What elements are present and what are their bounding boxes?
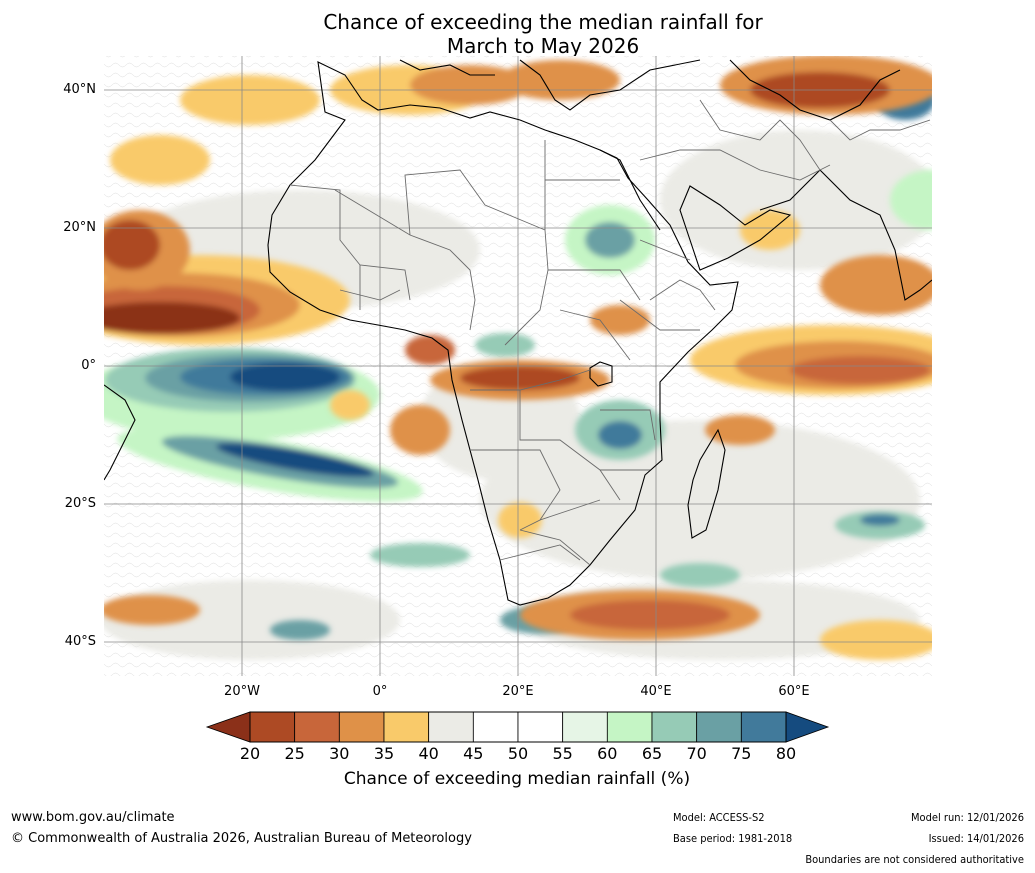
colorbar-upper-extend (785, 711, 830, 743)
colorbar-tick: 70 (686, 744, 707, 763)
lat-label-0: 0° (81, 358, 96, 373)
colorbar-tick: 55 (552, 744, 573, 763)
colorbar-tick: 60 (597, 744, 618, 763)
boundaries-disclaimer: Boundaries are not considered authoritat… (805, 853, 1024, 866)
lon-label-0: 0° (372, 684, 388, 699)
country-borders (289, 99, 931, 566)
colorbar-tick: 30 (329, 744, 350, 763)
map-title: Chance of exceeding the median rainfall … (323, 10, 763, 58)
colorbar-tick: 40 (418, 744, 439, 763)
colorbar (205, 711, 830, 743)
colorbar-tick: 65 (641, 744, 663, 763)
lat-label-40s: 40°S (64, 634, 96, 649)
colorbar-lower-extend (205, 711, 251, 743)
colorbar-cell (517, 711, 564, 743)
coastlines (104, 59, 932, 606)
colorbar-cell (696, 711, 742, 743)
colorbar-cell (294, 711, 340, 743)
colorbar-tick: 75 (731, 744, 752, 763)
colorbar-cell (383, 711, 430, 743)
colorbar-title: Chance of exceeding median rainfall (%) (343, 769, 691, 789)
colorbar-cell (606, 711, 653, 743)
colorbar-cell (338, 711, 385, 743)
lon-label-20w: 20°W (224, 684, 260, 699)
map-field (104, 56, 932, 676)
colorbar-cell (740, 711, 787, 743)
colorbar-tick: 45 (463, 744, 484, 763)
base-period-text: Base period: 1981-2018 (673, 832, 793, 845)
colorbar-tick: 80 (775, 744, 797, 763)
colorbar-cell (651, 711, 698, 743)
colorbar-cell (428, 711, 474, 743)
colorbar-tick: 20 (239, 744, 261, 763)
lat-label-20n: 20°N (63, 220, 96, 235)
model-text: Model: ACCESS-S2 (673, 811, 765, 824)
drier-areas (104, 56, 932, 660)
colorbar-cell (562, 711, 608, 743)
lon-label-60e: 60°E (778, 684, 810, 699)
model-run-text: Model run: 12/01/2026 (911, 811, 1024, 824)
map-gridlines (104, 56, 932, 676)
website-link[interactable]: www.bom.gov.au/climate (11, 810, 175, 825)
copyright-text: © Commonwealth of Australia 2026, Austra… (11, 831, 472, 846)
lat-label-20s: 20°S (64, 496, 96, 511)
colorbar-cell (249, 711, 296, 743)
colorbar-cell (472, 711, 519, 743)
colorbar-tick: 35 (373, 744, 395, 763)
colorbar-tick: 25 (284, 744, 305, 763)
lon-label-20e: 20°E (502, 684, 534, 699)
lon-label-40e: 40°E (640, 684, 672, 699)
lat-label-40n: 40°N (63, 82, 96, 97)
near-median-areas (104, 130, 932, 660)
issued-text: Issued: 14/01/2026 (928, 832, 1024, 845)
colorbar-tick: 50 (507, 744, 529, 763)
